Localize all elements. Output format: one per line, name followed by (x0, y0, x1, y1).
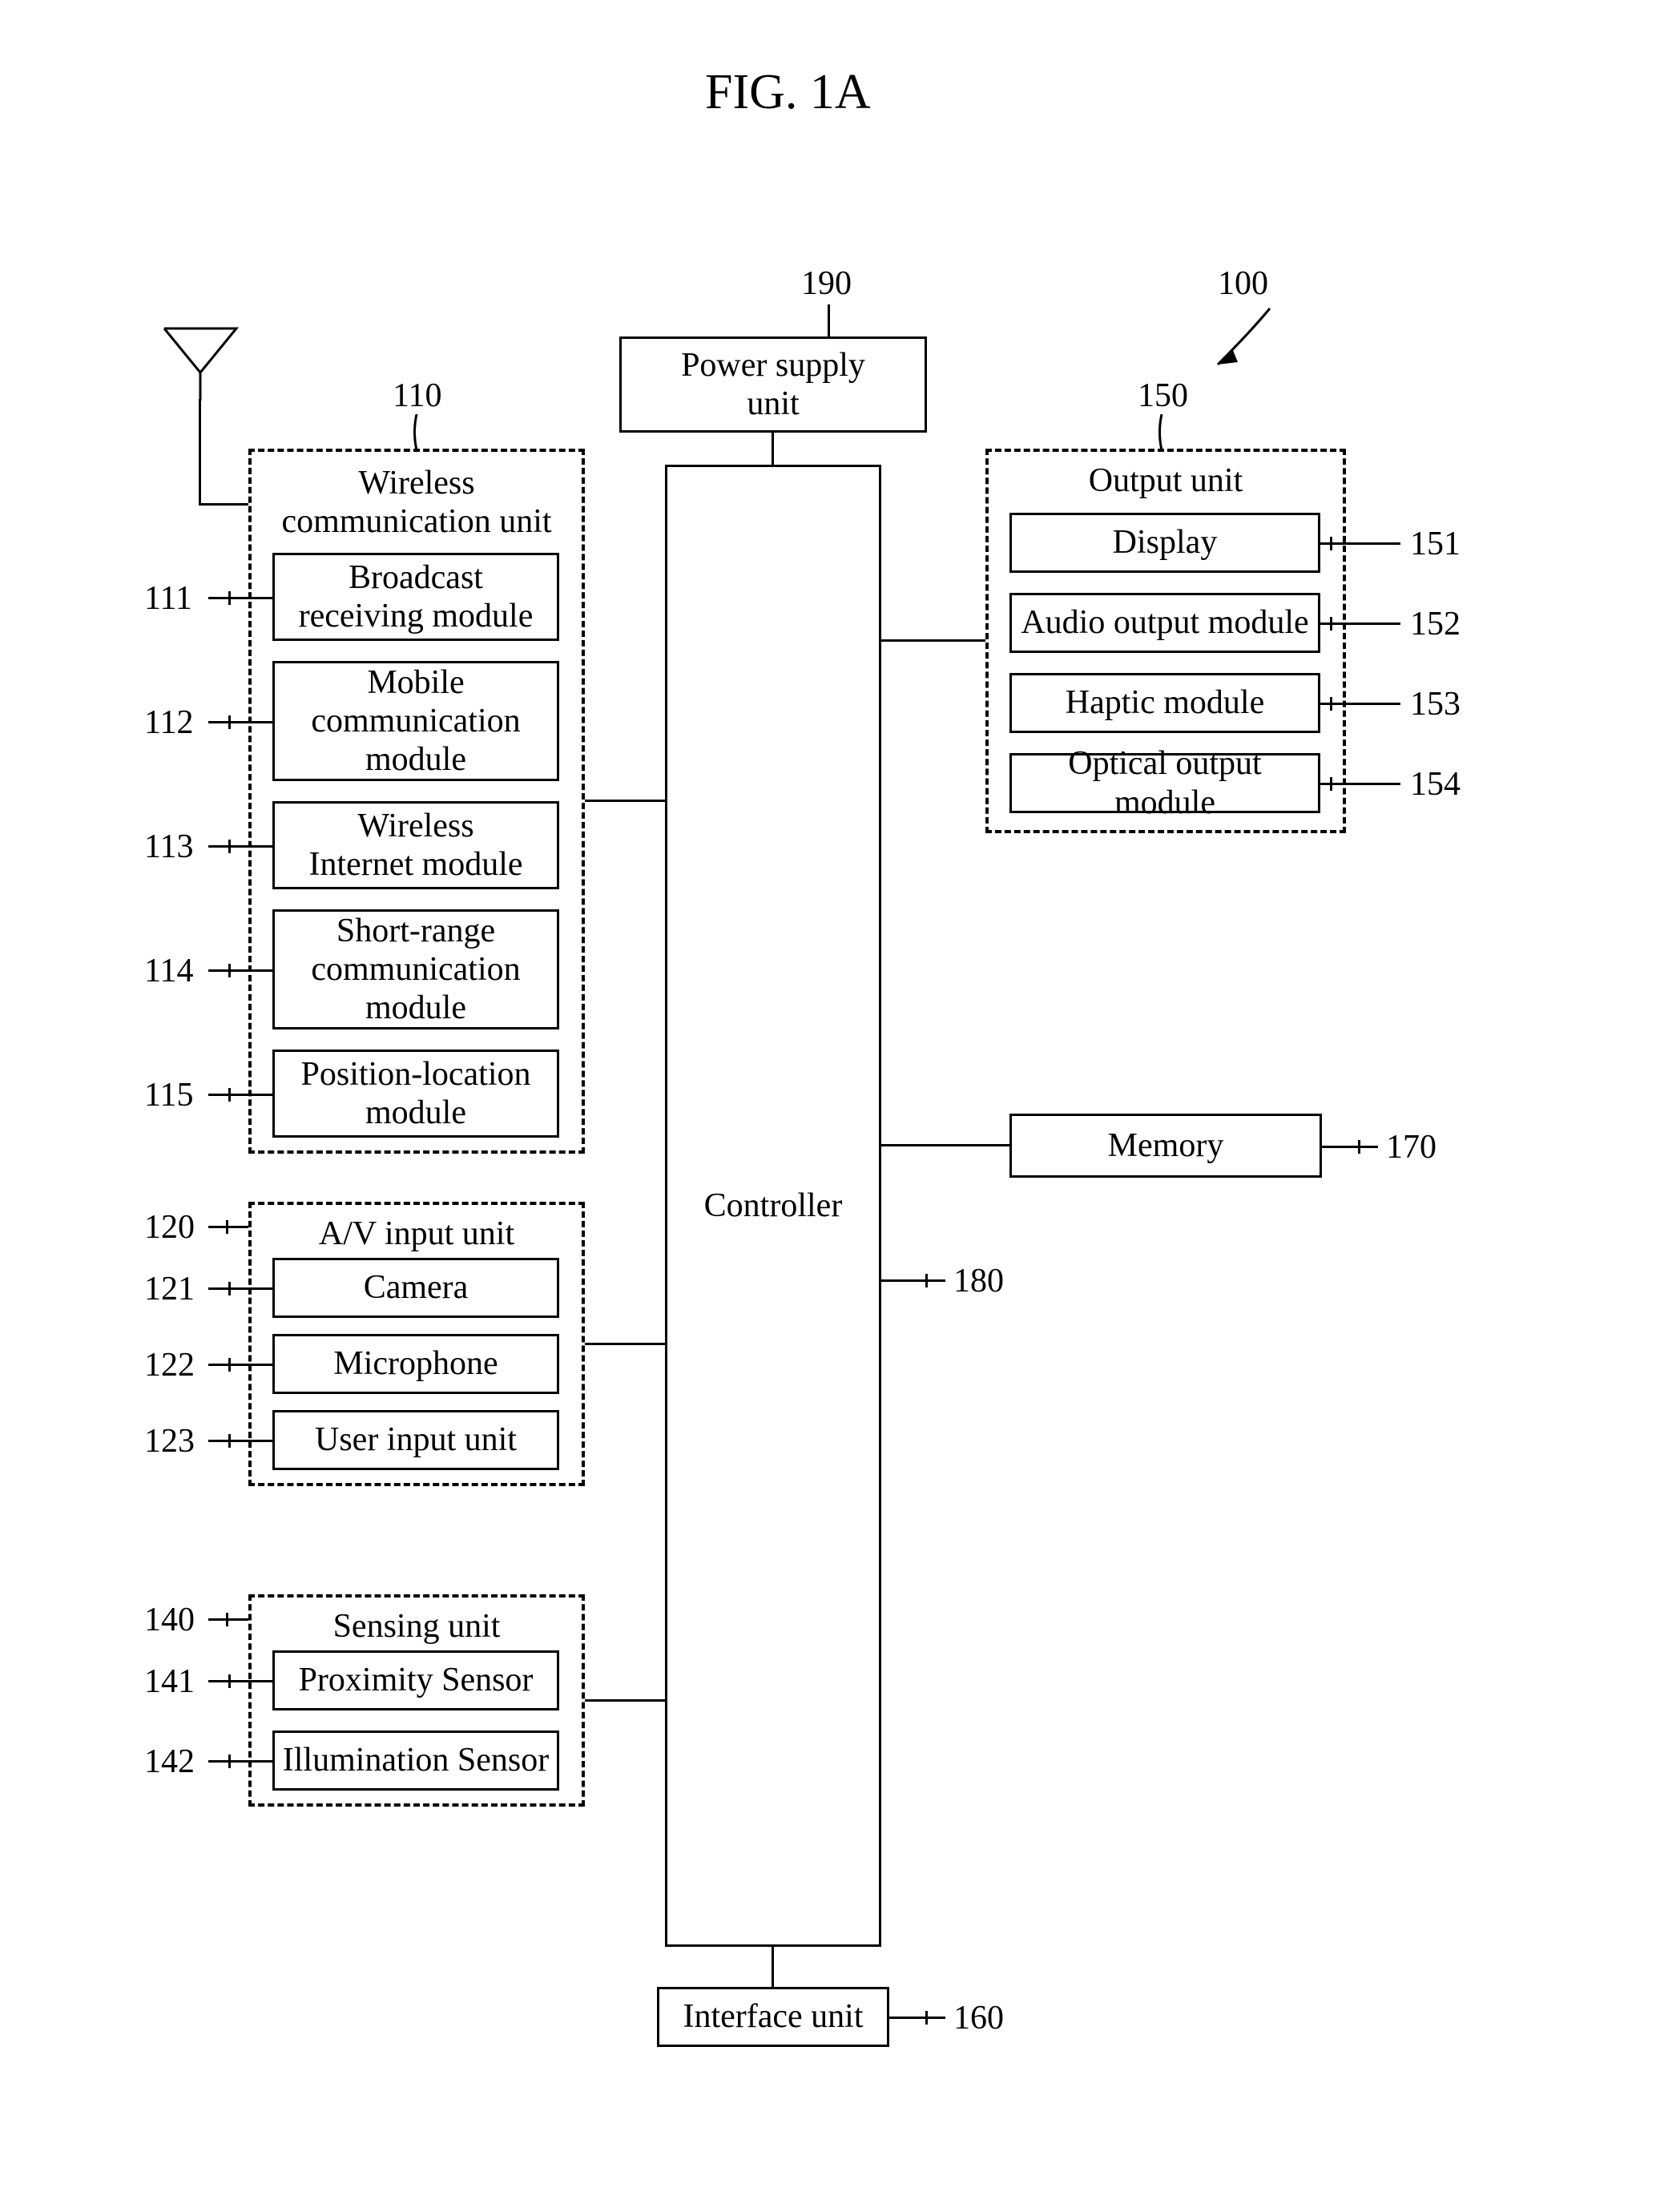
tick-153v (1330, 697, 1332, 711)
tick-121 (208, 1287, 272, 1290)
tick-151 (1320, 542, 1400, 545)
sensing-group-title: Sensing unit (252, 1607, 582, 1646)
ref-160: 160 (953, 1999, 1004, 2037)
haptic-module-box: Haptic module (1009, 673, 1320, 733)
line-controller-interface (772, 1947, 774, 1987)
antenna-to-group (199, 503, 248, 506)
ref-150: 150 (1138, 377, 1188, 415)
position-location-box: Position-location module (272, 1050, 559, 1138)
short-range-box: Short-range communication module (272, 909, 559, 1029)
leader-150 (1154, 414, 1170, 450)
display-box: Display (1009, 513, 1320, 573)
tick-160v (925, 2011, 928, 2025)
tick-120 (208, 1226, 248, 1228)
ref-122: 122 (144, 1346, 195, 1384)
tick-160 (889, 2017, 945, 2019)
tick-111v (228, 591, 231, 605)
tick-112v (228, 715, 231, 729)
ref-123: 123 (144, 1422, 195, 1461)
ref-142: 142 (144, 1743, 195, 1781)
tick-122 (208, 1364, 272, 1366)
tick-122v (228, 1358, 231, 1372)
line-av-controller (585, 1343, 665, 1345)
tick-140 (208, 1618, 248, 1621)
ref-140: 140 (144, 1601, 195, 1639)
ref-114: 114 (144, 952, 193, 990)
illumination-sensor-box: Illumination Sensor (272, 1731, 559, 1791)
antenna-icon (156, 320, 244, 401)
tick-152v (1330, 617, 1332, 631)
ref-113: 113 (144, 828, 193, 866)
tick-154 (1320, 783, 1400, 785)
ref-153: 153 (1410, 685, 1461, 723)
tick-114v (228, 964, 231, 977)
microphone-box: Microphone (272, 1334, 559, 1394)
memory-box: Memory (1009, 1114, 1322, 1178)
tick-152 (1320, 623, 1400, 625)
ref-110: 110 (393, 377, 441, 415)
tick-141 (208, 1680, 272, 1682)
tick-151v (1330, 537, 1332, 550)
line-controller-output (881, 639, 985, 642)
tick-113 (208, 845, 272, 848)
interface-unit-box: Interface unit (657, 1987, 889, 2047)
mobile-module-box: Mobile communication module (272, 661, 559, 781)
tick-123v (228, 1434, 231, 1448)
arrow-100 (1202, 304, 1298, 385)
user-input-box: User input unit (272, 1410, 559, 1470)
tick-180 (881, 1279, 945, 1282)
tick-121v (228, 1282, 231, 1295)
tick-115v (228, 1088, 231, 1102)
tick-170 (1322, 1146, 1378, 1148)
tick-154v (1330, 777, 1332, 791)
ref-190: 190 (801, 264, 852, 303)
leader-190 (828, 304, 830, 336)
ref-120: 120 (144, 1208, 195, 1247)
tick-153 (1320, 703, 1400, 705)
line-wireless-controller (585, 800, 665, 802)
proximity-sensor-box: Proximity Sensor (272, 1650, 559, 1710)
av-group-title: A/V input unit (252, 1215, 582, 1253)
audio-output-box: Audio output module (1009, 593, 1320, 653)
tick-120v (226, 1220, 228, 1234)
wireless-internet-box: Wireless Internet module (272, 801, 559, 889)
tick-170v (1358, 1140, 1360, 1154)
tick-142 (208, 1760, 272, 1763)
line-power-controller (772, 433, 774, 465)
tick-111 (208, 597, 272, 599)
ref-180: 180 (953, 1262, 1004, 1300)
optical-output-box: Optical output module (1009, 753, 1320, 813)
wireless-group-title: Wireless communication unit (252, 464, 582, 542)
broadcast-module-box: Broadcast receiving module (272, 553, 559, 641)
ref-151: 151 (1410, 525, 1461, 563)
tick-112 (208, 721, 272, 723)
camera-box: Camera (272, 1258, 559, 1318)
line-controller-memory (881, 1144, 1009, 1146)
tick-114 (208, 969, 272, 972)
tick-142v (228, 1755, 231, 1768)
ref-112: 112 (144, 703, 193, 742)
tick-141v (228, 1674, 231, 1688)
line-sensing-controller (585, 1699, 665, 1702)
antenna-stem (199, 399, 201, 505)
ref-170: 170 (1386, 1128, 1436, 1166)
ref-141: 141 (144, 1662, 195, 1701)
tick-123 (208, 1440, 272, 1442)
tick-113v (228, 840, 231, 853)
power-supply-box: Power supply unit (619, 336, 927, 433)
controller-box: Controller (665, 465, 881, 1947)
ref-152: 152 (1410, 605, 1461, 643)
tick-140v (226, 1613, 228, 1626)
leader-110 (409, 414, 425, 450)
figure-title: FIG. 1A (705, 64, 871, 121)
tick-115 (208, 1094, 272, 1096)
tick-180v (925, 1274, 928, 1287)
ref-111: 111 (144, 579, 192, 618)
ref-154: 154 (1410, 765, 1461, 804)
ref-100: 100 (1218, 264, 1268, 303)
ref-121: 121 (144, 1270, 195, 1308)
ref-115: 115 (144, 1076, 193, 1114)
output-group-title: Output unit (989, 461, 1343, 500)
